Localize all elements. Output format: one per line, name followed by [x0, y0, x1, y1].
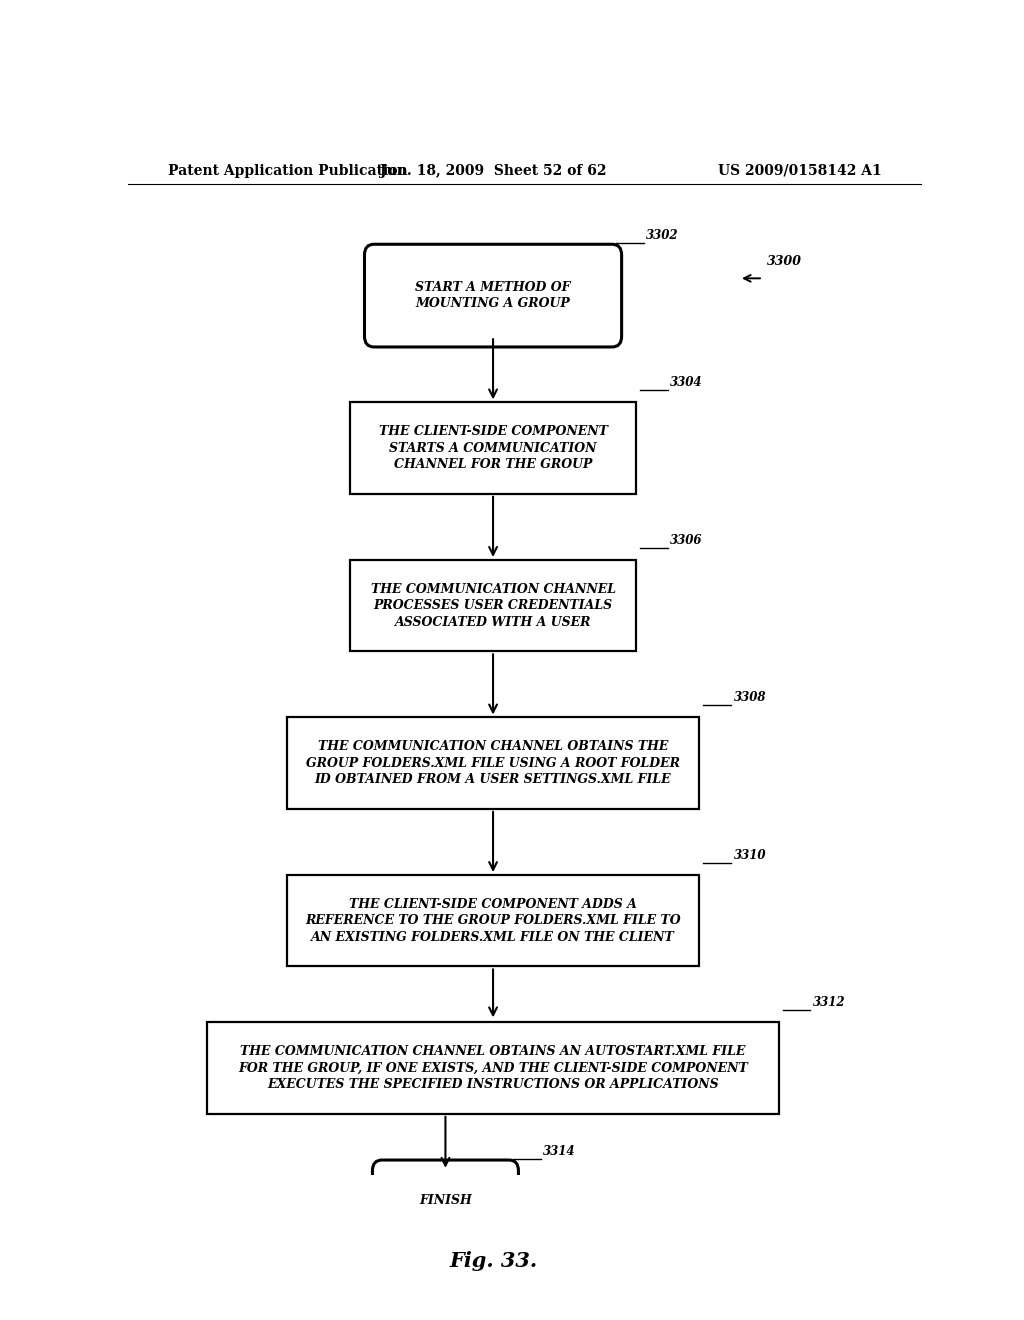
Text: THE CLIENT-SIDE COMPONENT
STARTS A COMMUNICATION
CHANNEL FOR THE GROUP: THE CLIENT-SIDE COMPONENT STARTS A COMMU…: [379, 425, 607, 471]
Text: 3300: 3300: [767, 255, 802, 268]
FancyBboxPatch shape: [207, 1022, 779, 1114]
Text: 3306: 3306: [670, 533, 702, 546]
Text: THE COMMUNICATION CHANNEL
PROCESSES USER CREDENTIALS
ASSOCIATED WITH A USER: THE COMMUNICATION CHANNEL PROCESSES USER…: [371, 582, 615, 628]
Text: Fig. 33.: Fig. 33.: [449, 1251, 538, 1271]
Text: Jun. 18, 2009  Sheet 52 of 62: Jun. 18, 2009 Sheet 52 of 62: [380, 164, 606, 178]
FancyBboxPatch shape: [350, 560, 636, 651]
Text: 3312: 3312: [813, 997, 846, 1008]
Text: THE COMMUNICATION CHANNEL OBTAINS AN AUTOSTART.XML FILE
FOR THE GROUP, IF ONE EX: THE COMMUNICATION CHANNEL OBTAINS AN AUT…: [239, 1045, 748, 1092]
Text: FINISH: FINISH: [419, 1193, 472, 1206]
Text: 3304: 3304: [670, 376, 702, 389]
Text: 3314: 3314: [543, 1144, 575, 1158]
Text: US 2009/0158142 A1: US 2009/0158142 A1: [718, 164, 882, 178]
FancyBboxPatch shape: [287, 718, 699, 809]
Text: 3308: 3308: [733, 692, 766, 704]
Text: 3302: 3302: [646, 228, 679, 242]
Text: 3310: 3310: [733, 849, 766, 862]
Text: Patent Application Publication: Patent Application Publication: [168, 164, 408, 178]
Text: THE COMMUNICATION CHANNEL OBTAINS THE
GROUP FOLDERS.XML FILE USING A ROOT FOLDER: THE COMMUNICATION CHANNEL OBTAINS THE GR…: [306, 741, 680, 787]
FancyBboxPatch shape: [287, 875, 699, 966]
Text: START A METHOD OF
MOUNTING A GROUP: START A METHOD OF MOUNTING A GROUP: [416, 281, 570, 310]
FancyBboxPatch shape: [365, 244, 622, 347]
FancyBboxPatch shape: [350, 403, 636, 494]
Text: THE CLIENT-SIDE COMPONENT ADDS A
REFERENCE TO THE GROUP FOLDERS.XML FILE TO
AN E: THE CLIENT-SIDE COMPONENT ADDS A REFEREN…: [305, 898, 681, 944]
FancyBboxPatch shape: [373, 1160, 518, 1241]
